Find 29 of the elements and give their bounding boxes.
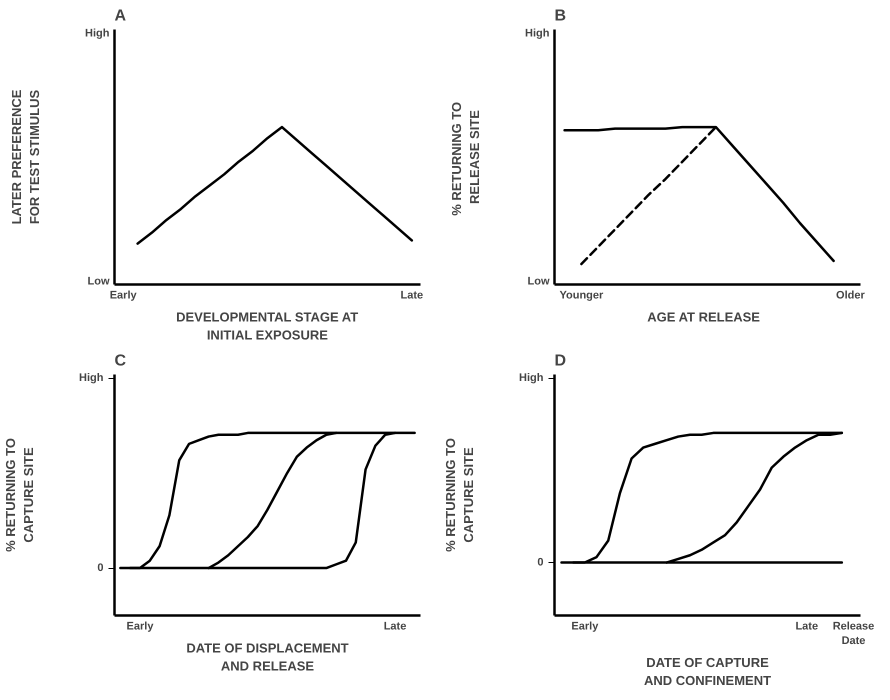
text: Low xyxy=(528,275,550,288)
text: 0 xyxy=(97,562,104,574)
x-tick-label: Early xyxy=(110,290,138,302)
text: High xyxy=(79,372,104,384)
text: High xyxy=(525,27,550,40)
text: High xyxy=(85,27,110,40)
x-tick-label: Younger xyxy=(560,290,604,302)
x-axis-title: DEVELOPMENTAL STAGE AT INITIAL EXPOSURE xyxy=(176,310,358,342)
y-axis-title: LATER PREFERENCE FOR TEST STIMULUS xyxy=(9,89,42,224)
x-tick-label: Release Date xyxy=(832,620,874,647)
x-tick-label: Older xyxy=(836,290,866,302)
text: Low xyxy=(88,275,110,288)
chart-title: A xyxy=(114,8,126,24)
x-tick-label: Late xyxy=(400,290,424,302)
text: High xyxy=(519,372,544,384)
y-axis-title: % RETURNING TO CAPTURE SITE xyxy=(3,438,36,552)
x-tick-label: Late xyxy=(795,620,818,632)
chart-title: C xyxy=(114,352,126,370)
y-axis-title: % RETURNING TO CAPTURE SITE xyxy=(443,438,476,552)
chart-title: D xyxy=(554,352,566,370)
x-axis-title: DATE OF DISPLACEMENT AND RELEASE xyxy=(186,640,349,674)
chart-title: B xyxy=(554,8,566,24)
y-axis-title: % RETURNING TO RELEASE SITE xyxy=(449,102,482,216)
x-tick-label: Late xyxy=(384,620,406,632)
x-axis-title: DATE OF CAPTURE AND CONFINEMENT xyxy=(644,654,772,688)
x-tick-label: Early xyxy=(126,620,154,632)
x-axis-title: AGE AT RELEASE xyxy=(647,310,760,324)
x-tick-label: Early xyxy=(571,620,600,632)
text: 0 xyxy=(537,556,544,569)
